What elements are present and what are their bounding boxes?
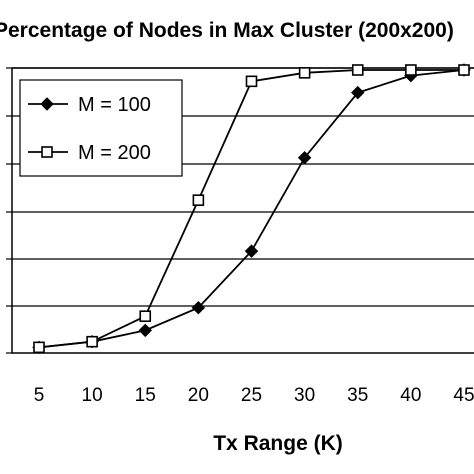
data-point-square bbox=[139, 310, 152, 323]
x-tick-label: 25 bbox=[241, 385, 262, 406]
legend-item: M = 200 bbox=[28, 142, 151, 164]
x-tick-label: 15 bbox=[135, 385, 156, 406]
data-point-diamond bbox=[297, 151, 312, 165]
x-tick-label: 10 bbox=[82, 385, 103, 406]
x-tick-label: 45 bbox=[453, 385, 474, 406]
x-tick-label: 35 bbox=[347, 385, 368, 406]
data-point-square bbox=[33, 341, 45, 354]
data-point-diamond bbox=[191, 301, 206, 315]
x-tick-label: 40 bbox=[400, 385, 421, 406]
data-point-diamond bbox=[138, 323, 152, 338]
data-point-square bbox=[86, 335, 98, 348]
legend-label: M = 200 bbox=[78, 142, 151, 164]
data-point-square bbox=[41, 146, 53, 158]
legend-item: M = 100 bbox=[28, 94, 151, 116]
chart-title: Percentage of Nodes in Max Cluster (200x… bbox=[0, 19, 454, 42]
x-tick-label: 5 bbox=[34, 385, 45, 406]
data-point-square bbox=[458, 64, 470, 76]
x-tick-label: 20 bbox=[188, 385, 209, 406]
series-group bbox=[32, 63, 471, 355]
legend: M = 100 M = 200 bbox=[19, 79, 183, 177]
data-point-square bbox=[245, 75, 258, 88]
series-2 bbox=[33, 64, 470, 354]
data-point-diamond bbox=[244, 244, 259, 258]
legend-label: M = 100 bbox=[78, 94, 151, 116]
data-point-square bbox=[351, 64, 364, 76]
x-axis-label: Tx Range (K) bbox=[213, 432, 343, 455]
data-point-square bbox=[192, 194, 205, 206]
data-point-square bbox=[298, 67, 311, 79]
data-point-square bbox=[405, 64, 417, 76]
data-point-diamond bbox=[40, 97, 54, 111]
data-point-diamond bbox=[351, 85, 365, 100]
legend-box bbox=[19, 79, 183, 177]
x-tick-labels: 5 10 15 20 25 30 35 40 45 bbox=[34, 385, 474, 406]
x-tick-label: 30 bbox=[294, 385, 315, 406]
